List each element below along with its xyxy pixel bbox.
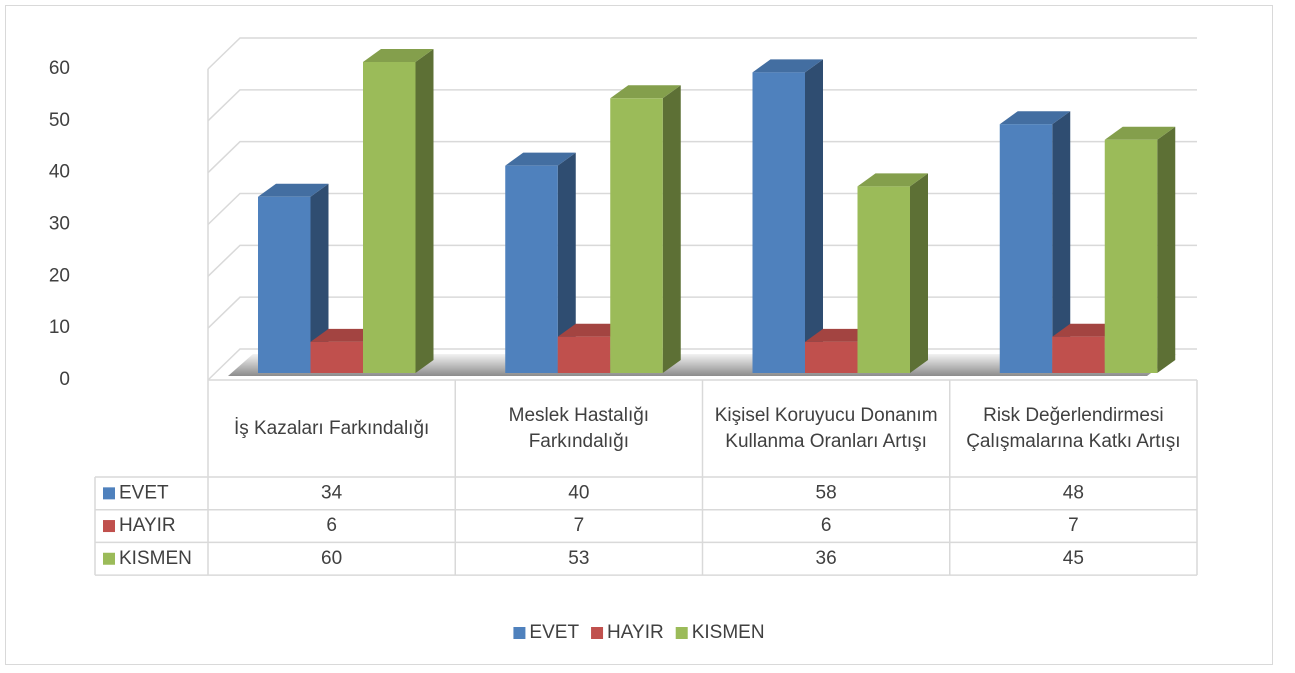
y-tick-label: 30 [49, 214, 70, 235]
bar-top [363, 49, 434, 62]
bar-side [310, 183, 329, 373]
y-tick-label: 0 [59, 369, 70, 390]
x-tick-label: Risk Değerlendirmesi Çalışmalarına Katkı… [966, 404, 1181, 452]
table-value: 6 [821, 515, 832, 536]
bar [557, 336, 611, 373]
bar [857, 186, 910, 373]
y-tick-label: 60 [49, 58, 70, 79]
legend-label: EVET [529, 622, 579, 643]
bar [363, 62, 416, 373]
category-cell: İş Kazaları Farkındalığı [233, 417, 430, 439]
bar-side [1052, 111, 1071, 373]
table-value: 7 [574, 515, 585, 536]
bar [1104, 139, 1158, 373]
bar-group [999, 111, 1071, 373]
bar [999, 124, 1053, 373]
bar [1052, 336, 1105, 373]
bar-top [610, 85, 681, 99]
bar-top [505, 152, 576, 166]
bar-side [805, 59, 823, 373]
legend-label: KISMEN [692, 622, 765, 643]
category-cell: Risk Değerlendirmesi Çalışmalarına Katkı… [966, 404, 1181, 452]
table-value: 53 [568, 548, 589, 569]
y-tick-label: 10 [49, 317, 70, 338]
table-value: 48 [1063, 482, 1084, 503]
bar-side [662, 85, 681, 374]
table-value: 6 [326, 515, 337, 536]
table-value: 40 [568, 482, 589, 503]
table-value: 45 [1063, 548, 1084, 569]
grid-line [207, 37, 1197, 70]
bar-group [363, 49, 434, 373]
y-tick-label: 50 [49, 110, 70, 131]
legend-key [591, 627, 604, 639]
table-row-label: EVET [119, 482, 169, 503]
legend: EVET HAYIR KISMEN [513, 622, 765, 643]
bar-top [258, 183, 329, 197]
bar-group [505, 152, 576, 373]
x-tick-label: Meslek Hastalığı Farkındalığı [508, 404, 650, 452]
bar [258, 196, 311, 373]
grid-line [207, 89, 1197, 122]
bar-side [910, 173, 928, 373]
bar-top [999, 111, 1071, 125]
category-cell: Kişisel Koruyucu Donanım Kullanma Oranla… [714, 404, 938, 452]
floor-shadow [228, 354, 1177, 376]
grid-line [207, 140, 1197, 174]
bar-side [415, 49, 434, 373]
table-value: 58 [816, 482, 837, 503]
bar [505, 165, 558, 373]
bar [752, 72, 805, 373]
bar [610, 98, 663, 374]
table-legend-key [103, 520, 115, 533]
legend-key [513, 627, 526, 639]
table-legend-key [103, 552, 115, 565]
table-value: 60 [321, 548, 342, 569]
bar-top [1104, 126, 1176, 140]
table-value: 34 [321, 482, 343, 503]
bar-top [752, 59, 823, 73]
table-row-label: KISMEN [119, 548, 192, 569]
bar-group [752, 59, 823, 373]
bar-group [258, 183, 329, 373]
bar-side [557, 152, 576, 373]
bar-group [610, 85, 681, 374]
table-legend-key [103, 487, 115, 500]
bar-group [1104, 126, 1176, 373]
bar-group [857, 173, 928, 373]
y-tick-label: 40 [49, 162, 70, 183]
table-value: 7 [1068, 515, 1079, 536]
legend-key [675, 627, 688, 639]
x-tick-label: Kişisel Koruyucu Donanım Kullanma Oranla… [714, 404, 938, 452]
y-tick-label: 20 [49, 265, 70, 286]
bar [310, 341, 363, 373]
category-cell: Meslek Hastalığı Farkındalığı [508, 404, 650, 452]
bar-side [1157, 126, 1176, 373]
x-tick-label: İş Kazaları Farkındalığı [233, 417, 430, 439]
table-row-label: HAYIR [119, 515, 176, 536]
table-value: 36 [816, 548, 837, 569]
bar [805, 341, 858, 373]
legend-label: HAYIR [607, 622, 664, 643]
bar-top [857, 173, 928, 187]
